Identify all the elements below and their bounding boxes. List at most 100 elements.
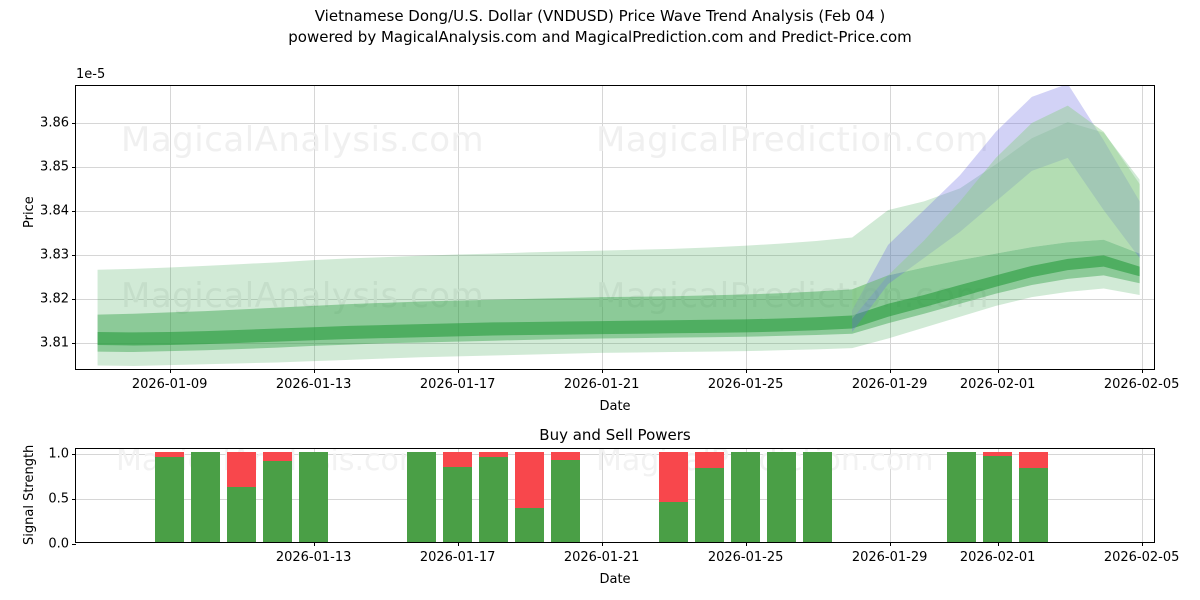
buy-power-segment (982, 455, 1013, 542)
price-x-tick-mark (169, 369, 171, 373)
signal-bar (550, 452, 581, 542)
price-y-tick-label: 3.82 (40, 291, 69, 307)
buy-power-segment (514, 507, 545, 542)
price-x-tick-label: 2026-01-29 (851, 377, 928, 392)
price-gridline-h (76, 254, 1154, 256)
signal-x-tick-mark (601, 542, 603, 546)
price-x-tick-label: 2026-01-13 (275, 377, 352, 392)
price-y-tick-mark (72, 342, 76, 344)
signal-bar (442, 452, 473, 542)
signal-y-tick-mark (72, 499, 76, 501)
signal-bar (298, 452, 329, 542)
price-y-tick-label: 3.81 (40, 335, 69, 350)
price-band-upper-fan-green (852, 105, 1140, 319)
price-gridline-v (889, 86, 891, 369)
signal-gridline-h (76, 454, 1154, 456)
price-gridline-h (76, 210, 1154, 212)
y-exponent-label: 1e-5 (76, 67, 106, 82)
price-x-tick-label: 2026-01-09 (131, 377, 208, 392)
title-line-1: Vietnamese Dong/U.S. Dollar (VNDUSD) Pri… (314, 7, 886, 25)
figure-title: Vietnamese Dong/U.S. Dollar (VNDUSD) Pri… (0, 6, 1200, 48)
signal-gridline-v (1141, 449, 1143, 542)
signal-x-tick-label: 2026-01-29 (851, 550, 928, 565)
signal-x-tick-mark (313, 542, 315, 546)
buy-power-segment (226, 487, 257, 542)
signal-x-tick-mark (889, 542, 891, 546)
signal-x-tick-mark (997, 542, 999, 546)
price-y-tick-mark (72, 167, 76, 169)
buy-power-segment (694, 467, 725, 542)
sell-power-segment (514, 452, 545, 508)
price-gridline-h (76, 123, 1154, 125)
price-wave-bands (76, 86, 1154, 369)
price-band-outer (97, 122, 1140, 366)
buy-power-segment (190, 452, 221, 542)
price-y-tick-mark (72, 123, 76, 125)
sell-power-segment (442, 452, 473, 467)
buy-power-segment (802, 452, 833, 542)
buy-power-segment (442, 466, 473, 542)
sell-power-segment (478, 452, 509, 457)
buy-sell-title: Buy and Sell Powers (539, 426, 691, 444)
signal-bar (478, 452, 509, 542)
signal-bar (514, 452, 545, 542)
buy-power-segment (298, 452, 329, 542)
buy-power-segment (1018, 467, 1049, 542)
date-axis-label: Date (599, 572, 631, 587)
price-x-tick-mark (1141, 369, 1143, 373)
signal-x-tick-label: 2026-02-05 (1103, 550, 1180, 565)
price-y-tick-mark (72, 210, 76, 212)
signal-x-tick-label: 2026-01-25 (707, 550, 784, 565)
price-band-upper-fan-blue (852, 86, 1140, 332)
buy-power-segment (658, 501, 689, 542)
signal-y-tick-label: 0.5 (48, 491, 69, 507)
price-wave-axes: 1e-5 MagicalAnalysis.com MagicalPredictio… (40, 67, 1179, 414)
price-gridline-v (601, 86, 603, 369)
signal-x-tick-mark (745, 542, 747, 546)
signal-bar (190, 452, 221, 542)
buy-power-segment (946, 452, 977, 542)
price-y-tick-label: 3.84 (40, 203, 69, 219)
sell-power-segment (1018, 452, 1049, 468)
signal-x-tick-mark (457, 542, 459, 546)
sell-power-segment (154, 452, 185, 457)
price-x-tick-label: 2026-02-05 (1103, 377, 1180, 392)
signal-strength-axis-label: Signal Strength (22, 444, 37, 545)
signal-gridline-v (601, 449, 603, 542)
price-band-inner (97, 255, 1140, 346)
signal-bar (154, 452, 185, 542)
signal-y-tick-mark (72, 454, 76, 456)
signal-bar (730, 452, 761, 542)
buy-power-segment (154, 456, 185, 542)
price-x-tick-mark (457, 369, 459, 373)
signal-bar (226, 452, 257, 542)
sell-power-segment (262, 452, 293, 462)
signal-x-tick-mark (1141, 542, 1143, 546)
price-y-tick-label: 3.86 (40, 115, 69, 131)
price-gridline-v (1141, 86, 1143, 369)
price-gridline-h (76, 298, 1154, 300)
price-band-mid (97, 239, 1140, 353)
signal-y-tick-label: 0.0 (48, 536, 69, 552)
price-gridline-v (457, 86, 459, 369)
price-gridline-v (169, 86, 171, 369)
signal-bar (1018, 452, 1049, 542)
buy-power-segment (730, 452, 761, 542)
sell-power-segment (982, 452, 1013, 456)
signal-bar (658, 452, 689, 542)
price-wave-plot-area: MagicalAnalysis.com MagicalPrediction.com… (76, 86, 1154, 369)
buy-sell-axes: Buy and Sell Powers MagicalAnalysis.comM… (48, 426, 1179, 587)
signal-bar (694, 452, 725, 542)
price-gridline-h (76, 167, 1154, 169)
signal-bar (262, 452, 293, 542)
price-axis-label: Price (22, 196, 37, 228)
signal-x-tick-label: 2026-01-17 (419, 550, 496, 565)
watermark-text: MagicalPrediction.com (596, 449, 934, 478)
price-gridline-v (313, 86, 315, 369)
price-x-tick-mark (601, 369, 603, 373)
price-gridline-v (997, 86, 999, 369)
signal-bar (406, 452, 437, 542)
signal-x-tick-label: 2026-02-01 (959, 550, 1036, 565)
signal-gridline-h (76, 499, 1154, 501)
